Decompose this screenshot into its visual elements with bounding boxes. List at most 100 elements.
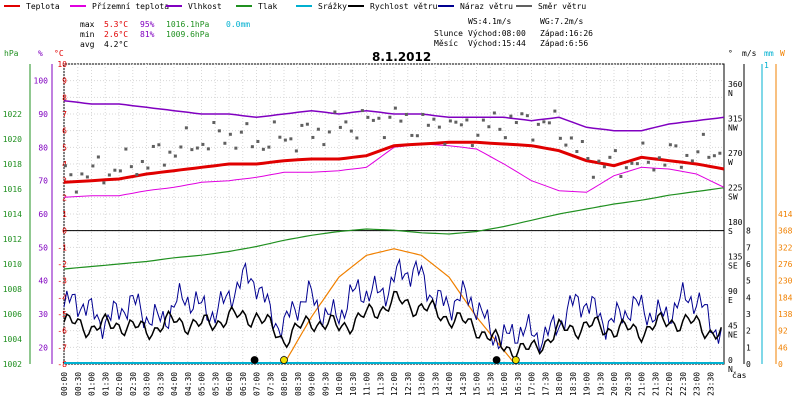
series-naraz-line — [63, 257, 722, 352]
celsius-tick-label: 10 — [57, 60, 67, 69]
wind-direction-point — [476, 133, 480, 137]
wind-direction-point — [641, 141, 645, 145]
wind-direction-point — [569, 136, 573, 140]
wind-direction-point — [377, 116, 381, 120]
wind-direction-point — [470, 144, 474, 148]
x-tick-label: 05:30 — [211, 372, 220, 396]
sunset-marker — [511, 356, 520, 364]
celsius-tick-label: -8 — [57, 360, 67, 369]
celsius-tick-label: -5 — [57, 310, 67, 319]
stat-ws: WS:4.1m/s — [468, 17, 512, 26]
ms-tick-label: 3 — [746, 310, 751, 319]
wind-direction-point — [85, 175, 89, 179]
wind-direction-point — [272, 120, 276, 124]
celsius-tick-label: 2 — [62, 193, 67, 202]
wind-direction-point — [388, 115, 392, 119]
axis-unit-wm2: W — [780, 49, 785, 58]
wind-direction-point — [157, 143, 161, 147]
wind-direction-point — [520, 112, 524, 116]
wind-direction-point — [525, 114, 529, 118]
x-tick-label: 02:00 — [115, 372, 124, 396]
hpa-tick-label: 1018 — [3, 160, 22, 169]
x-tick-label: 16:00 — [500, 372, 509, 396]
percent-tick-label: 60 — [38, 210, 48, 219]
wind-direction-point — [591, 175, 595, 179]
wind-direction-point — [696, 150, 700, 154]
x-tick-label: 07:00 — [253, 372, 262, 396]
wind-direction-point — [256, 139, 260, 143]
direction-tick-label: NW — [728, 124, 738, 133]
ms-tick-label: 8 — [746, 227, 751, 236]
wind-direction-point — [410, 133, 414, 137]
wm2-tick-label: 0 — [778, 360, 783, 369]
x-tick-label: 13:30 — [431, 372, 440, 396]
degree-tick-label: 225 — [728, 184, 743, 193]
markers-layer — [250, 356, 520, 364]
wind-direction-point — [630, 161, 634, 165]
series-rychlost-line — [63, 290, 723, 362]
direction-tick-label: E — [728, 296, 733, 305]
wind-direction-point — [652, 168, 656, 172]
wind-direction-point — [712, 154, 716, 158]
celsius-tick-label: 8 — [62, 93, 67, 102]
wind-direction-point — [707, 155, 711, 159]
x-tick-label: 03:00 — [143, 372, 152, 396]
legend-teplota-label: Teplota — [26, 2, 60, 11]
x-tick-label: 11:30 — [376, 372, 385, 396]
ms-tick-label: 4 — [746, 293, 751, 302]
wind-direction-point — [250, 145, 254, 149]
x-tick-label: 21:30 — [651, 372, 660, 396]
celsius-tick-label: 1 — [62, 210, 67, 219]
wind-direction-point — [371, 118, 375, 122]
ms-tick-label: 7 — [746, 243, 751, 252]
degree-tick-label: 270 — [728, 149, 743, 158]
wind-direction-point — [261, 147, 265, 151]
wind-direction-point — [289, 137, 293, 141]
degree-tick-label: 0 — [728, 356, 733, 365]
stat-sun-set: Západ:16:26 — [540, 29, 593, 38]
grid-layer — [63, 63, 725, 365]
x-tick-label: 12:30 — [404, 372, 413, 396]
stat-moon-set: Západ:6:56 — [540, 39, 588, 48]
direction-tick-label: W — [728, 158, 733, 167]
degree-tick-label: 135 — [728, 253, 743, 262]
wm2-tick-label: 92 — [778, 327, 788, 336]
wind-direction-point — [404, 112, 408, 116]
x-tick-label: 22:00 — [665, 372, 674, 396]
wind-direction-point — [718, 151, 722, 155]
wind-direction-point — [514, 121, 518, 125]
x-tick-label: 11:00 — [363, 372, 372, 396]
wind-direction-point — [195, 146, 199, 150]
percent-tick-label: 40 — [38, 277, 48, 286]
x-tick-label: 18:30 — [569, 372, 578, 396]
wind-direction-point — [179, 145, 183, 149]
stat-min-temp: 2.6°C — [104, 30, 128, 39]
wind-direction-point — [305, 122, 309, 126]
x-tick-label: 23:00 — [693, 372, 702, 396]
wind-direction-point — [443, 142, 447, 146]
celsius-tick-label: 6 — [62, 127, 67, 136]
hpa-tick-label: 1016 — [3, 185, 22, 194]
wind-direction-point — [327, 130, 331, 134]
x-tick-label: 23:30 — [706, 372, 715, 396]
wind-direction-point — [674, 144, 678, 148]
direction-tick-label: SW — [728, 193, 738, 202]
x-tick-label: 08:30 — [294, 372, 303, 396]
stat-max-rain: 0.0mm — [226, 20, 250, 29]
wind-direction-point — [184, 126, 188, 130]
hpa-tick-label: 1020 — [3, 135, 22, 144]
stat-moon-rise: Východ:15:44 — [468, 39, 526, 48]
wind-direction-point — [624, 166, 628, 170]
stat-avg-temp: 4.2°C — [104, 40, 128, 49]
wind-direction-point — [393, 106, 397, 110]
legend-naraz-label: Náraz větru — [460, 2, 513, 11]
x-tick-label: 20:00 — [610, 372, 619, 396]
x-tick-label: 19:00 — [583, 372, 592, 396]
wind-direction-point — [338, 125, 342, 129]
wind-direction-point — [586, 157, 590, 161]
x-tick-label: 14:00 — [445, 372, 454, 396]
legend-srazky-label: Srážky — [318, 2, 347, 11]
wind-direction-point — [102, 181, 106, 185]
wind-direction-point — [80, 172, 84, 176]
